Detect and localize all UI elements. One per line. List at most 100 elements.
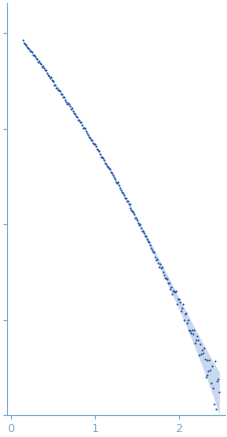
Point [36, 58, 39, 65]
Point [54, 84, 58, 91]
Point [211, 385, 214, 392]
Point [52, 81, 56, 88]
Point [141, 227, 145, 234]
Point [124, 198, 128, 205]
Point [37, 58, 40, 65]
Point [147, 238, 151, 245]
Point [216, 376, 219, 383]
Point [177, 298, 181, 305]
Point [109, 168, 112, 175]
Point [39, 61, 42, 68]
Point [150, 246, 153, 253]
Point [68, 103, 72, 110]
Point [128, 205, 132, 212]
Point [145, 235, 148, 242]
Point [70, 105, 74, 112]
Point [126, 200, 130, 207]
Point [29, 47, 32, 54]
Point [78, 118, 82, 125]
Point [86, 132, 89, 139]
Point [111, 174, 115, 181]
Point [38, 59, 41, 66]
Point [195, 337, 199, 344]
Point [186, 326, 190, 333]
Point [191, 326, 195, 333]
Point [73, 111, 77, 118]
Point [217, 388, 220, 395]
Point [115, 179, 119, 186]
Point [121, 191, 125, 198]
Point [87, 133, 91, 140]
Point [109, 170, 113, 177]
Point [200, 349, 203, 356]
Point [148, 241, 151, 248]
Point [81, 125, 85, 132]
Point [127, 200, 131, 207]
Point [154, 257, 157, 264]
Point [207, 357, 210, 364]
Point [123, 194, 127, 201]
Point [170, 288, 174, 295]
Point [146, 237, 149, 244]
Point [213, 357, 216, 364]
Point [162, 272, 165, 279]
Point [172, 288, 176, 295]
Point [198, 350, 202, 357]
Point [137, 222, 141, 229]
Point [27, 45, 30, 52]
Point [24, 42, 27, 49]
Point [67, 100, 71, 107]
Point [47, 75, 51, 82]
Point [88, 134, 91, 141]
Point [181, 316, 185, 323]
Point [84, 128, 88, 135]
Point [93, 141, 96, 148]
Point [76, 116, 80, 123]
Point [171, 287, 175, 294]
Point [53, 81, 57, 88]
Point [103, 160, 106, 166]
Point [176, 295, 180, 302]
Point [173, 288, 177, 295]
Point [192, 339, 196, 346]
Point [96, 147, 99, 154]
Point [91, 139, 94, 146]
Point [160, 264, 163, 271]
Point [41, 62, 44, 69]
Point [178, 308, 182, 315]
Point [142, 230, 146, 237]
Point [65, 100, 69, 107]
Point [100, 153, 103, 160]
Point [42, 65, 45, 72]
Point [104, 160, 107, 167]
Point [187, 327, 191, 334]
Point [92, 140, 95, 147]
Point [129, 206, 133, 213]
Point [104, 163, 108, 170]
Point [55, 85, 59, 92]
Point [149, 245, 152, 252]
Point [138, 220, 142, 227]
Point [152, 249, 155, 256]
Point [201, 344, 205, 351]
Point [179, 305, 183, 312]
Point [83, 125, 86, 132]
Point [21, 37, 25, 44]
Point [47, 72, 50, 79]
Point [99, 153, 102, 160]
Point [199, 347, 202, 354]
Point [155, 255, 158, 262]
Point [151, 248, 154, 255]
Point [185, 316, 189, 323]
Point [163, 274, 167, 281]
Point [190, 330, 194, 337]
Point [44, 69, 48, 76]
Point [130, 207, 134, 214]
Point [43, 66, 46, 73]
Point [50, 78, 54, 85]
Point [49, 76, 53, 83]
Point [63, 96, 67, 103]
Point [49, 74, 52, 81]
Point [205, 356, 208, 363]
Point [193, 337, 197, 344]
